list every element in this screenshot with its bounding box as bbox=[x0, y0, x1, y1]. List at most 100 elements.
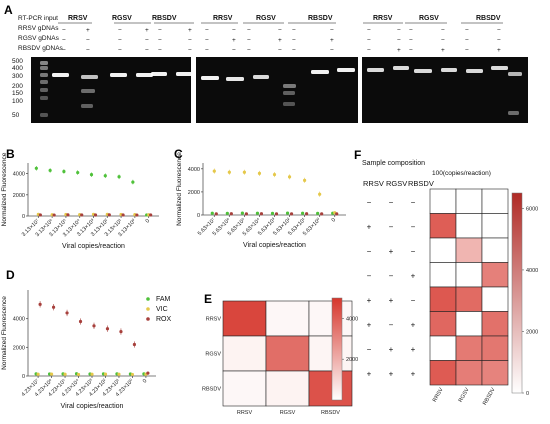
gel-band bbox=[414, 69, 432, 73]
gel-sign: − bbox=[292, 47, 296, 54]
gel-sign: − bbox=[409, 37, 413, 44]
heatmap-cell bbox=[455, 360, 483, 386]
legend-marker-fam bbox=[146, 297, 150, 301]
data-point-rox bbox=[289, 212, 294, 216]
heatmap-cell bbox=[429, 360, 457, 386]
gel-sign: − bbox=[367, 47, 371, 54]
gel-band bbox=[40, 61, 48, 65]
panel-label-f: F bbox=[354, 148, 361, 162]
y-axis-label: Normalized Fluorescence bbox=[1, 152, 8, 226]
y-tick-label: 0 bbox=[197, 213, 200, 219]
composition-sign: + bbox=[411, 272, 416, 281]
composition-sign: + bbox=[411, 370, 416, 379]
composition-sign: + bbox=[367, 296, 372, 305]
gel-sign: − bbox=[247, 47, 251, 54]
data-point-rox bbox=[93, 213, 98, 217]
data-point-fam bbox=[225, 211, 229, 215]
gel-group-label: RBSDV bbox=[308, 15, 333, 22]
data-point-fam bbox=[89, 173, 94, 177]
gel-sign: + bbox=[188, 27, 192, 34]
composition-sign: + bbox=[389, 247, 394, 256]
composition-sign: + bbox=[367, 321, 372, 330]
gel-sign: − bbox=[278, 27, 282, 34]
data-point-rox bbox=[38, 213, 42, 217]
gel-sign: − bbox=[158, 37, 162, 44]
colorbar-tick-label: 2000 bbox=[346, 357, 358, 363]
gel-band bbox=[81, 75, 98, 79]
gel-band bbox=[508, 72, 522, 76]
data-point-fam bbox=[34, 166, 38, 170]
gel-sign: − bbox=[397, 27, 401, 34]
data-point-vic bbox=[36, 372, 40, 376]
colorbar-tick-label: 0 bbox=[526, 391, 529, 397]
gel-group-label: RGSV bbox=[419, 15, 439, 22]
gel-sign: − bbox=[118, 37, 122, 44]
y-tick-label: 0 bbox=[22, 214, 25, 220]
colorbar-tick-label: 4000 bbox=[346, 316, 358, 322]
panel-label-e: E bbox=[204, 292, 212, 306]
data-point-fam bbox=[240, 211, 244, 215]
gel-band bbox=[337, 68, 355, 72]
heatmap-cell bbox=[481, 188, 509, 214]
colorbar bbox=[331, 297, 343, 401]
row-label: RBSDV bbox=[202, 387, 221, 393]
data-point-rox bbox=[229, 212, 233, 216]
heatmap-cell bbox=[308, 370, 353, 407]
data-point-vic bbox=[90, 372, 94, 376]
composition-header: RRSV bbox=[363, 179, 384, 188]
gel-band bbox=[40, 73, 48, 77]
gel-band bbox=[226, 77, 244, 81]
gel-band bbox=[311, 70, 329, 74]
gel-group-label: RBSDV bbox=[476, 15, 501, 22]
gel-row-labels: RT-PCR input RRSV gDNAs RGSV gDNAs RBSDV… bbox=[18, 15, 64, 52]
gel-sign: + bbox=[397, 47, 401, 54]
heatmap-cell bbox=[308, 300, 353, 337]
composition-sign: − bbox=[367, 272, 372, 281]
gel-lane-headers: RRSV− +− −− −RGSV− +− −− −RBSDV− +− −− −RRSV− −− +−… bbox=[58, 15, 503, 54]
gel-sign: − bbox=[409, 27, 413, 34]
composition-header: RBSDV bbox=[408, 179, 434, 188]
gel-sign: − bbox=[465, 47, 469, 54]
gel-sign: − bbox=[497, 27, 501, 34]
gel-band bbox=[40, 96, 48, 100]
column-label: RGSV bbox=[458, 387, 471, 404]
data-point-rox bbox=[65, 311, 69, 315]
x-tick-label: 0 bbox=[331, 217, 337, 223]
gel-sign: + bbox=[232, 37, 236, 44]
legend: FAM VIC ROX bbox=[146, 296, 172, 323]
gel-sign: − bbox=[62, 27, 66, 34]
scatter-plot-c: 0200040005.63×10⁷5.63×10⁶5.63×10⁵5.63×10… bbox=[176, 152, 346, 249]
panel-label-a: A bbox=[4, 3, 13, 17]
gel-ladder-label: 100 bbox=[12, 98, 23, 105]
data-point-vic bbox=[117, 372, 121, 376]
y-tick-label: 2000 bbox=[13, 193, 25, 199]
gel-sign: + bbox=[278, 37, 282, 44]
x-tick-label: 0 bbox=[145, 218, 151, 224]
colorbar-tick-label: 4000 bbox=[526, 268, 538, 274]
gel-sign: − bbox=[330, 47, 334, 54]
data-point-rox bbox=[274, 212, 279, 216]
gel-group-label: RGSV bbox=[256, 15, 276, 22]
data-point-vic bbox=[303, 178, 307, 182]
composition-sign: + bbox=[389, 296, 394, 305]
scatter-plot-d: 0200040004.23×10⁷4.23×10⁶4.23×10⁵4.23×10… bbox=[1, 290, 156, 410]
heatmap-cell bbox=[481, 286, 509, 312]
data-point-vic bbox=[257, 171, 262, 175]
data-point-rox bbox=[121, 213, 125, 217]
gel-sign: − bbox=[497, 37, 501, 44]
gel-sign: − bbox=[205, 27, 209, 34]
composition-sign: − bbox=[367, 198, 372, 207]
data-point-rox bbox=[78, 319, 83, 324]
gel-ladder-label: 150 bbox=[12, 90, 23, 97]
composition-sign: − bbox=[411, 247, 416, 256]
data-point-vic bbox=[318, 192, 322, 196]
gel-sign: − bbox=[367, 27, 371, 34]
data-point-rox bbox=[149, 213, 153, 217]
gel-band bbox=[393, 66, 409, 70]
heatmap-cell bbox=[429, 311, 457, 337]
column-label: RRSV bbox=[237, 410, 253, 416]
data-point-fam bbox=[301, 211, 305, 215]
data-point-vic bbox=[227, 170, 231, 174]
heatmap-e: RRSV RGSV RBSDV RRSV RGSV RBSDV 2000 4000 bbox=[202, 297, 358, 416]
legend-marker-vic bbox=[146, 307, 150, 311]
